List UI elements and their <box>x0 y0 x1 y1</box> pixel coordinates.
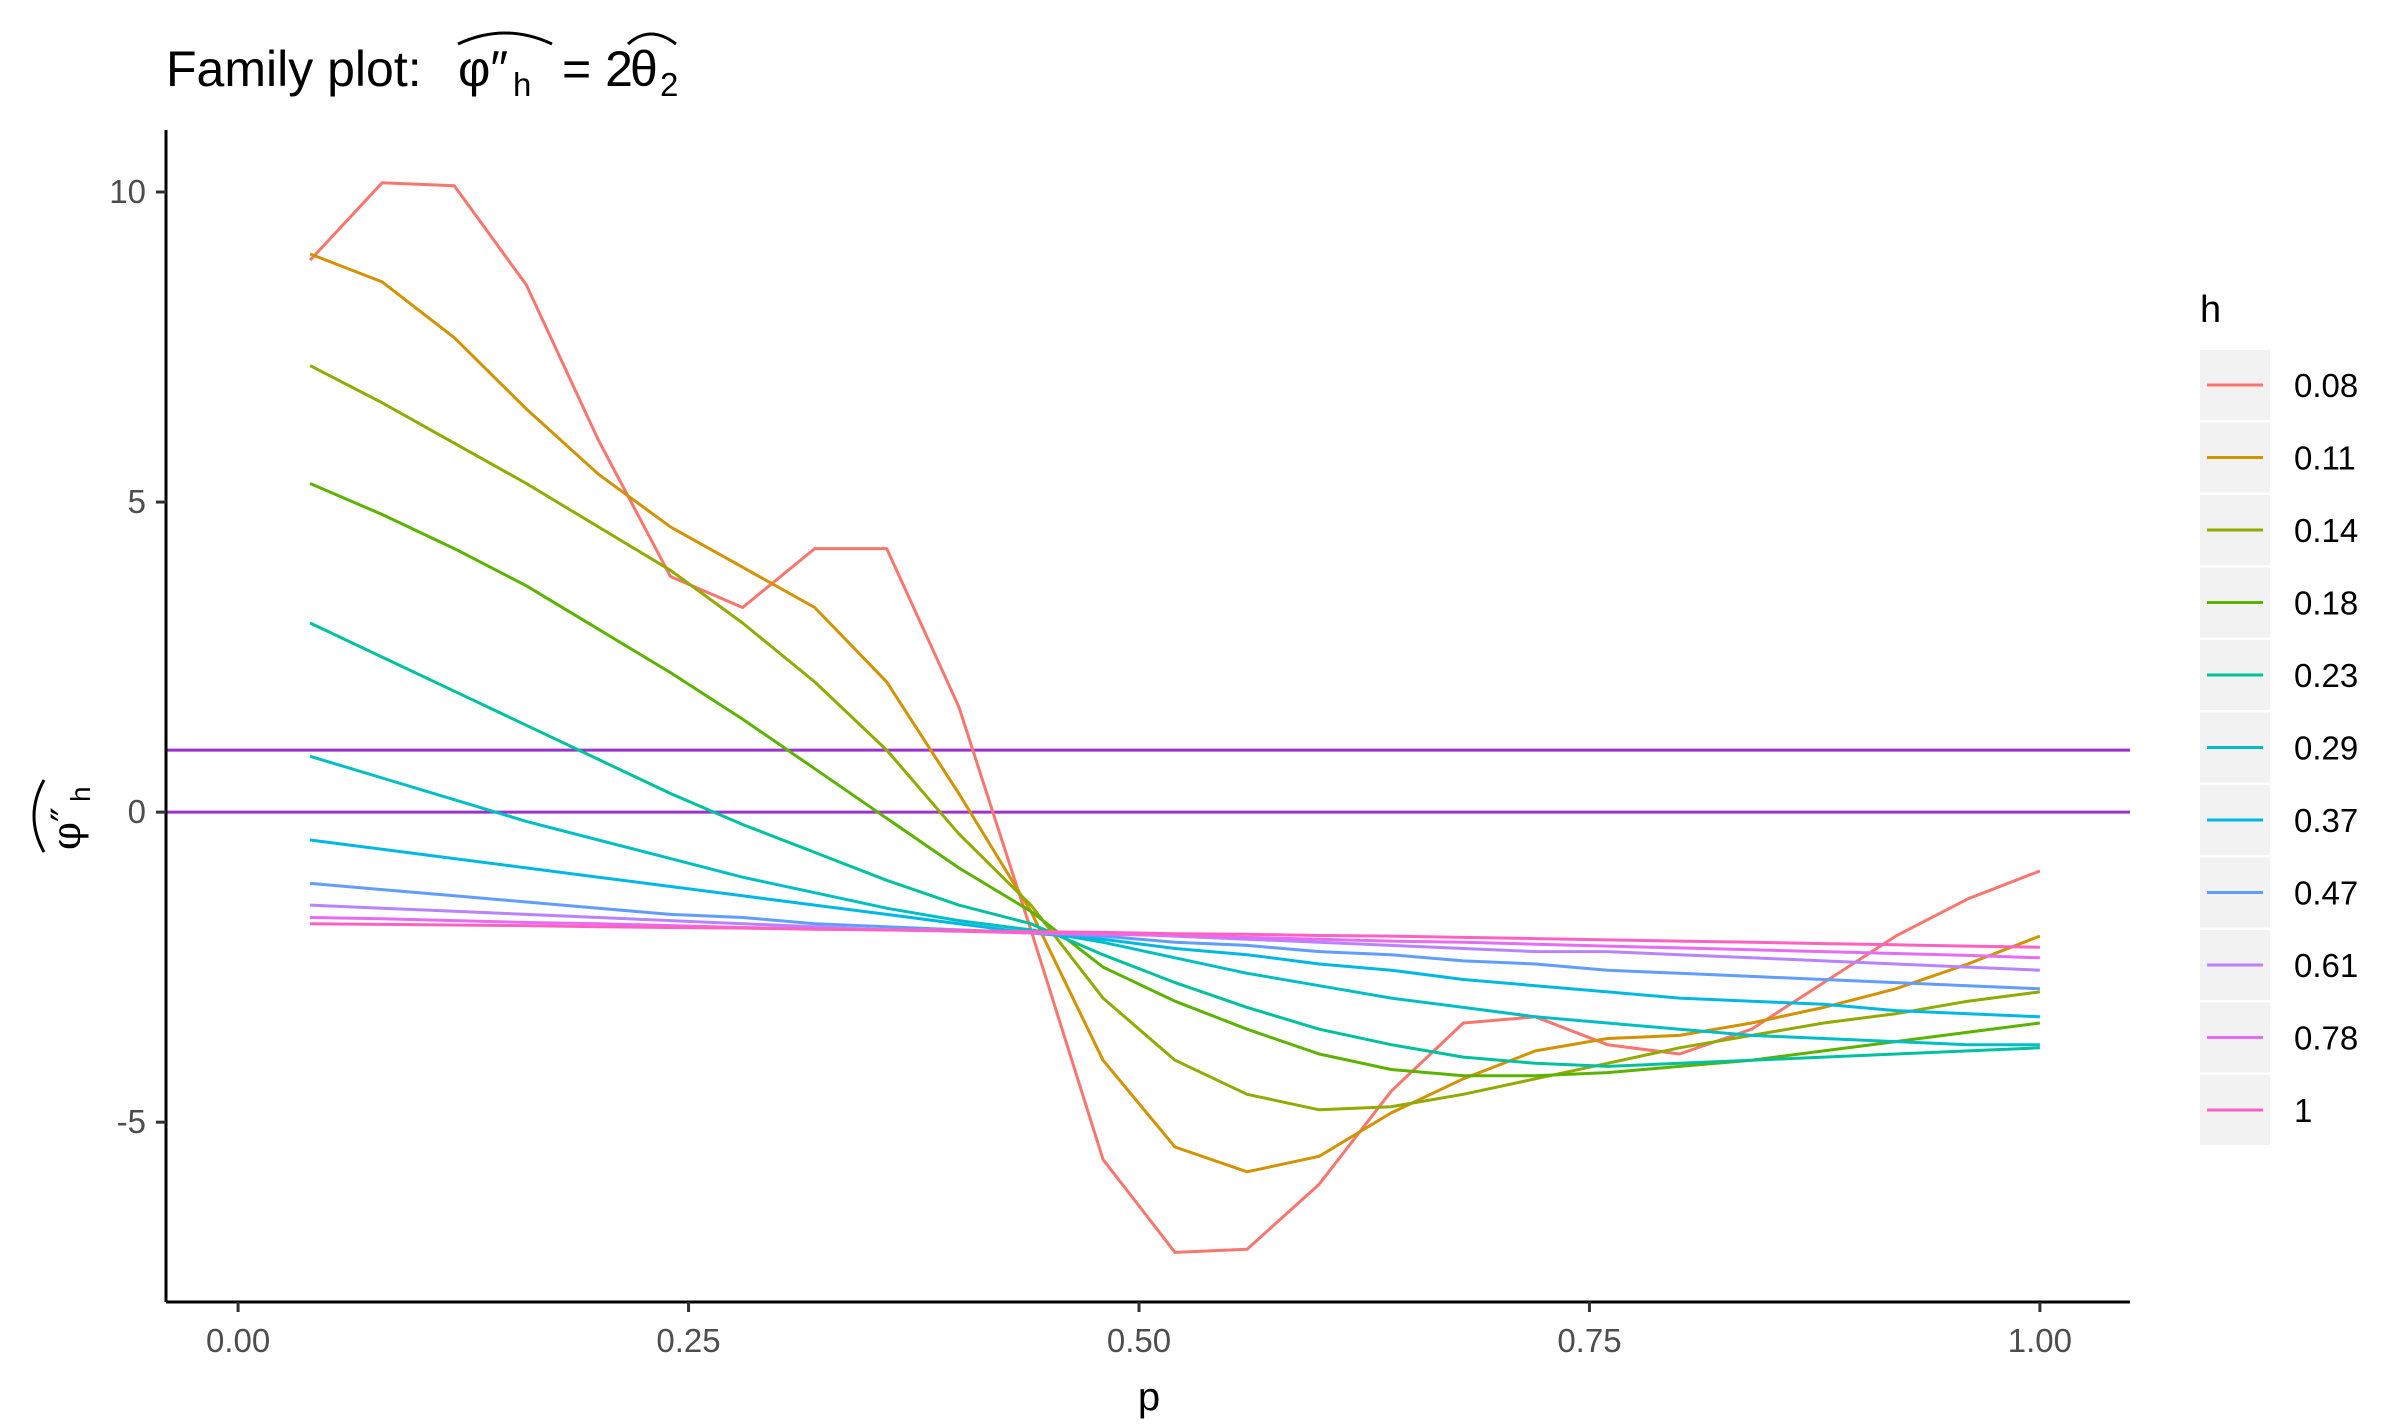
x-tick-label: 0.75 <box>1557 1322 1621 1359</box>
title-formula: φ″ h = 2 θ 2 <box>457 31 678 103</box>
legend-label: 0.18 <box>2294 585 2358 622</box>
plot-area <box>164 130 2130 1304</box>
legend-label: 0.11 <box>2294 440 2356 477</box>
y-tick-label: -5 <box>117 1103 146 1140</box>
legend-item-0.37: 0.37 <box>2200 785 2358 855</box>
legend-item-0.61: 0.61 <box>2200 930 2358 1000</box>
x-axis-ticks: 0.00 0.25 0.50 0.75 1.00 <box>206 1302 2072 1359</box>
legend-label: 0.23 <box>2294 657 2358 694</box>
x-axis-title: p <box>1138 1375 1160 1419</box>
x-tick-label: 1.00 <box>2008 1322 2072 1359</box>
legend-title: h <box>2200 289 2221 331</box>
series-line-0.11 <box>309 252 2041 1174</box>
legend-label: 0.78 <box>2294 1020 2358 1057</box>
legend-label: 0.08 <box>2294 367 2358 404</box>
y-axis-ticks: -5 0 5 10 <box>109 173 166 1140</box>
x-tick-label: 0.00 <box>206 1322 270 1359</box>
svg-text:φ″: φ″ <box>458 41 508 97</box>
series-line-0.08 <box>309 181 2041 1254</box>
x-tick-label: 0.25 <box>656 1322 720 1359</box>
y-tick-label: 10 <box>109 173 146 210</box>
svg-text:= 2: = 2 <box>562 41 633 97</box>
svg-text:θ: θ <box>630 41 658 97</box>
legend-label: 0.61 <box>2294 947 2358 984</box>
series-line-0.47 <box>309 881 2040 991</box>
legend-item-0.29: 0.29 <box>2200 712 2358 783</box>
legend-label: 1 <box>2294 1092 2312 1129</box>
legend-item-0.08: 0.08 <box>2200 350 2358 420</box>
legend-item-0.47: 0.47 <box>2200 857 2358 928</box>
legend-label: 0.14 <box>2294 512 2358 549</box>
legend-item-0.18: 0.18 <box>2200 567 2358 638</box>
series-lines <box>166 181 2130 1254</box>
legend-label: 0.47 <box>2294 875 2358 912</box>
legend-item-0.23: 0.23 <box>2200 640 2358 710</box>
series-line-1 <box>310 922 2040 949</box>
plot-title: Family plot: φ″ h = 2 θ 2 <box>166 31 678 103</box>
legend-item-0.11: 0.11 <box>2200 422 2356 493</box>
svg-text:h: h <box>65 786 96 802</box>
y-axis-title: φ″ h <box>32 779 96 853</box>
legend-label: 0.37 <box>2294 802 2358 839</box>
svg-text:φ″: φ″ <box>44 807 90 850</box>
x-tick-label: 0.50 <box>1107 1322 1171 1359</box>
series-line-0.29 <box>309 754 2040 1047</box>
series-line-0.23 <box>309 621 2040 1068</box>
series-line-0.78 <box>310 916 2040 960</box>
series-line-0.37 <box>309 838 2040 1019</box>
legend-item-0.14: 0.14 <box>2200 495 2358 565</box>
plot-title-text: Family plot: <box>166 41 422 97</box>
svg-text:h: h <box>513 66 531 103</box>
y-tick-label: 5 <box>128 483 146 520</box>
legend-item-1: 1 <box>2200 1075 2312 1145</box>
legend-item-0.78: 0.78 <box>2200 1002 2358 1073</box>
y-tick-label: 0 <box>128 793 146 830</box>
svg-text:2: 2 <box>660 66 678 103</box>
legend-label: 0.29 <box>2294 730 2358 767</box>
legend: h 0.08 0.11 0.14 0.18 0.23 0.29 0.37 0.47 0.61 0.… <box>2200 289 2358 1145</box>
